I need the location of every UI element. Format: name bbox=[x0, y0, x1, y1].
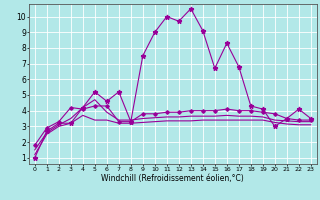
X-axis label: Windchill (Refroidissement éolien,°C): Windchill (Refroidissement éolien,°C) bbox=[101, 174, 244, 183]
